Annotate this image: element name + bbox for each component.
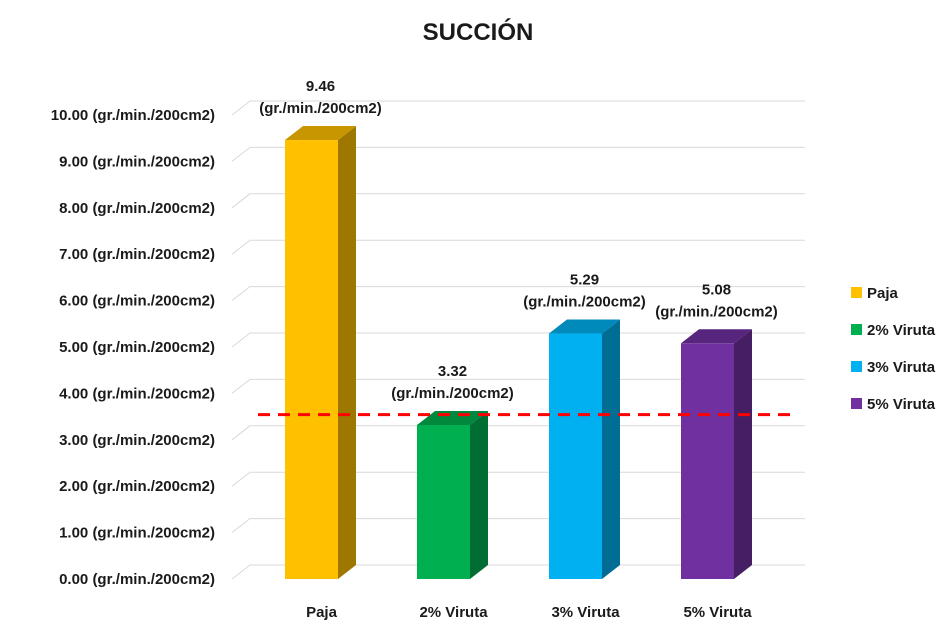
bar-top-face: [417, 410, 488, 425]
gridline: [231, 193, 805, 209]
legend-swatch: [851, 324, 862, 335]
legend-label: Paja: [867, 285, 899, 302]
legend-label: 3% Viruta: [867, 359, 936, 376]
bar-front-face: [549, 333, 602, 579]
gridlines: [231, 100, 805, 580]
bar-5-viruta: [681, 329, 752, 579]
bar-paja: [285, 126, 356, 579]
bar-side-face: [470, 410, 488, 579]
y-tick-label: 7.00 (gr./min./200cm2): [59, 246, 215, 263]
data-label-unit: (gr./min./200cm2): [259, 100, 382, 117]
y-tick-label: 10.00 (gr./min./200cm2): [51, 107, 215, 124]
bar-front-face: [417, 424, 470, 579]
bar-top-face: [285, 126, 356, 141]
y-axis-tick-labels: 0.00 (gr./min./200cm2) 1.00 (gr./min./200…: [51, 107, 215, 588]
data-label-value: 3.32: [438, 363, 467, 380]
x-category-label: 2% Viruta: [419, 604, 488, 621]
chart-title: SUCCIÓN: [423, 18, 534, 46]
data-label-unit: (gr./min./200cm2): [523, 294, 646, 311]
legend-swatch: [851, 361, 862, 372]
y-tick-label: 5.00 (gr./min./200cm2): [59, 339, 215, 356]
x-axis-category-labels: Paja 2% Viruta 3% Viruta 5% Viruta: [306, 604, 752, 621]
bar-side-face: [734, 329, 752, 579]
bar-3-viruta: [549, 319, 620, 579]
y-tick-label: 0.00 (gr./min./200cm2): [59, 571, 215, 588]
data-label-unit: (gr./min./200cm2): [655, 303, 778, 320]
data-label-value: 9.46: [306, 78, 335, 95]
legend: Paja 2% Viruta 3% Viruta 5% Viruta: [851, 285, 936, 413]
bar-front-face: [681, 343, 734, 579]
x-category-label: 3% Viruta: [551, 604, 620, 621]
legend-label: 2% Viruta: [867, 322, 936, 339]
gridline: [231, 100, 805, 116]
x-category-label: 5% Viruta: [683, 604, 752, 621]
bar-2-viruta: [417, 410, 488, 579]
bar-front-face: [285, 140, 338, 579]
y-tick-label: 4.00 (gr./min./200cm2): [59, 385, 215, 402]
gridline: [231, 286, 805, 301]
gridline: [231, 146, 805, 162]
legend-swatch: [851, 287, 862, 298]
data-label-value: 5.29: [570, 272, 599, 289]
bars: [285, 126, 752, 579]
y-tick-label: 9.00 (gr./min./200cm2): [59, 153, 215, 170]
y-tick-label: 2.00 (gr./min./200cm2): [59, 478, 215, 495]
y-tick-label: 3.00 (gr./min./200cm2): [59, 432, 215, 449]
bar-side-face: [602, 319, 620, 579]
bar-side-face: [338, 126, 356, 579]
data-label-value: 5.08: [702, 281, 731, 298]
data-labels: 9.46 (gr./min./200cm2) 3.32 (gr./min./200cm…: [259, 78, 778, 402]
y-tick-label: 1.00 (gr./min./200cm2): [59, 525, 215, 542]
legend-swatch: [851, 398, 862, 409]
data-label-unit: (gr./min./200cm2): [391, 385, 514, 402]
bar-top-face: [549, 319, 620, 334]
x-category-label: Paja: [306, 604, 338, 621]
y-tick-label: 6.00 (gr./min./200cm2): [59, 293, 215, 310]
gridline: [231, 239, 805, 255]
y-tick-label: 8.00 (gr./min./200cm2): [59, 200, 215, 217]
bar-top-face: [681, 329, 752, 344]
legend-label: 5% Viruta: [867, 396, 936, 413]
